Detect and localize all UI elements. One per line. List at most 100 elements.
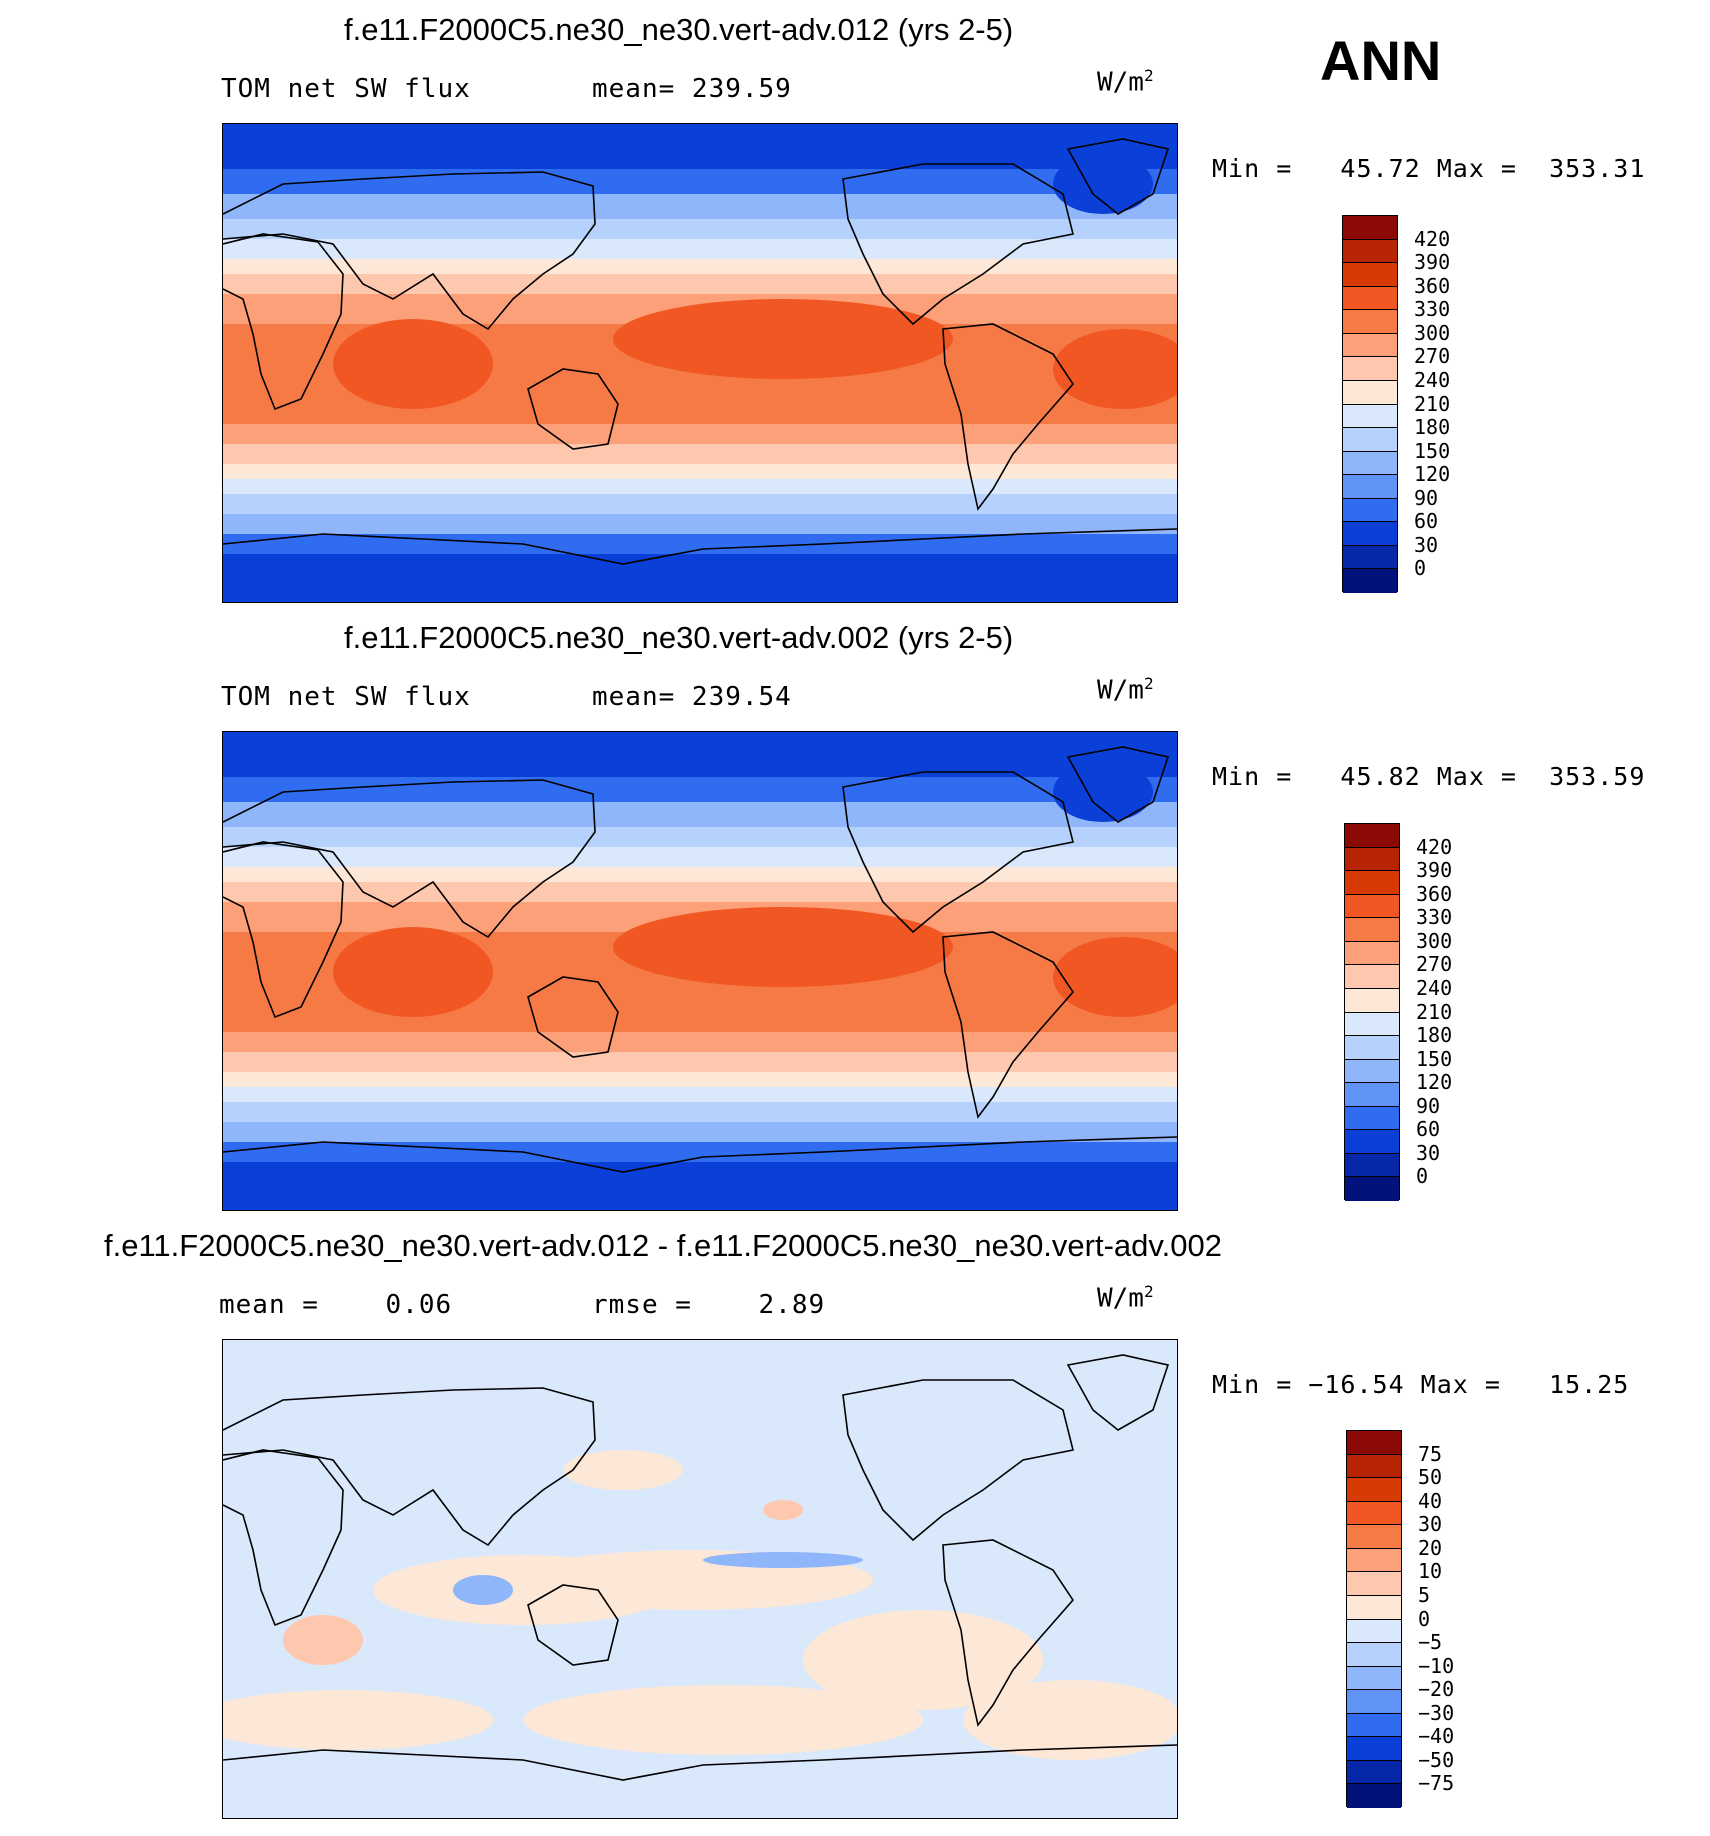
panel-1-units: W/m2 [1097, 66, 1154, 98]
colorbar-tick-label: 10 [1418, 1559, 1443, 1584]
colorbar-swatch [1343, 216, 1397, 240]
coastline [223, 841, 344, 1019]
colorbar-tick-label: −20 [1418, 1677, 1455, 1702]
colorbar-tick-label: 180 [1416, 1023, 1453, 1048]
colorbar-swatch [1343, 310, 1397, 334]
colorbar-swatch [1347, 1548, 1401, 1573]
colorbar-tick-label: 240 [1416, 975, 1453, 1000]
diff-patch [703, 1552, 863, 1568]
colorbar-swatch [1345, 918, 1399, 942]
colorbar-swatch [1347, 1525, 1401, 1549]
panel-3-units: W/m2 [1097, 1282, 1154, 1314]
coastline [1066, 746, 1170, 823]
colorbar-tick-label: 390 [1416, 858, 1453, 883]
flux-band [223, 219, 1177, 239]
colorbar-tick-label: 240 [1414, 367, 1451, 392]
colorbar-tick-label: 120 [1416, 1070, 1453, 1095]
colorbar-swatch [1345, 1130, 1399, 1154]
colorbar-swatch [1347, 1737, 1401, 1761]
colorbar-swatch [1345, 847, 1399, 872]
colorbar-tick-label: −5 [1418, 1630, 1443, 1655]
colorbar-tick-label: −40 [1418, 1724, 1455, 1749]
panel-2-title: f.e11.F2000C5.ne30_ne30.vert-adv.002 (yr… [344, 620, 1014, 655]
colorbar-tick-label: −30 [1418, 1700, 1455, 1725]
flux-band [223, 1102, 1177, 1122]
diff-patch [223, 1690, 493, 1750]
flux-band [223, 534, 1177, 554]
flux-band [223, 444, 1177, 464]
coastline [223, 528, 1177, 565]
colorbar-tick-label: 300 [1414, 320, 1451, 345]
colorbar-tick-label: 420 [1416, 834, 1453, 859]
diff-patch [523, 1685, 923, 1755]
colorbar-tick-label: 150 [1414, 438, 1451, 463]
colorbar-swatch [1345, 1036, 1399, 1060]
panel-2-map [222, 731, 1178, 1211]
panel-1-minmax: Min = 45.72 Max = 353.31 [1212, 154, 1646, 183]
colorbar-swatch [1343, 545, 1397, 570]
colorbar-swatch [1345, 988, 1399, 1013]
colorbar-tick-label: 0 [1418, 1606, 1431, 1631]
colorbar-swatch [1343, 333, 1397, 358]
flux-max-region [613, 299, 953, 379]
colorbar-tick-label: 50 [1418, 1465, 1443, 1490]
colorbar-tick-label: 390 [1414, 250, 1451, 275]
coastline [1066, 138, 1170, 215]
units-exponent: 2 [1143, 674, 1154, 693]
flux-max-region [333, 319, 493, 409]
diff-patch [763, 1500, 803, 1520]
colorbar-tick-label: 5 [1418, 1582, 1431, 1607]
colorbar-tick-label: 0 [1414, 556, 1427, 581]
panel-3-title: f.e11.F2000C5.ne30_ne30.vert-adv.012 - f… [104, 1228, 1222, 1263]
panel-3-mean-label: mean = 0.06 [219, 1290, 453, 1320]
flux-max-region [333, 927, 493, 1017]
colorbar-tick-label: 30 [1414, 532, 1439, 557]
colorbar-tick-label: −50 [1418, 1747, 1455, 1772]
units-text: W/m [1097, 675, 1144, 706]
flux-band [223, 802, 1177, 827]
flux-min-region [1053, 154, 1153, 214]
colorbar-swatch [1345, 1153, 1399, 1178]
flux-band [223, 424, 1177, 444]
colorbar-swatch [1343, 239, 1397, 264]
flux-band [223, 194, 1177, 219]
coastline [223, 1744, 1177, 1781]
panel-3-rmse-label: rmse = 2.89 [592, 1290, 826, 1320]
diff-patch [563, 1450, 683, 1490]
coastline [1066, 1354, 1170, 1431]
panel-1-variable-label: TOM net SW flux [221, 74, 471, 104]
colorbar-tick-label: 20 [1418, 1535, 1443, 1560]
colorbar-swatch [1347, 1713, 1401, 1738]
flux-band [223, 124, 1177, 169]
panel-2-variable-label: TOM net SW flux [221, 682, 471, 712]
colorbar-tick-label: 330 [1414, 297, 1451, 322]
flux-band [223, 827, 1177, 847]
colorbar-swatch [1347, 1454, 1401, 1479]
flux-band [223, 732, 1177, 777]
coastline [842, 1379, 1074, 1542]
flux-band [223, 1142, 1177, 1162]
colorbar-tick-label: 150 [1416, 1046, 1453, 1071]
diff-patch [283, 1615, 363, 1665]
units-text: W/m [1097, 1283, 1144, 1314]
flux-min-region [1053, 762, 1153, 822]
colorbar-swatch [1347, 1595, 1401, 1620]
coastline [223, 1387, 596, 1547]
coastline [223, 171, 596, 331]
coastline [223, 1136, 1177, 1173]
colorbar-swatch [1343, 569, 1397, 593]
colorbar-tick-label: −10 [1418, 1653, 1455, 1678]
colorbar-swatch [1347, 1478, 1401, 1502]
colorbar-tick-label: 270 [1414, 344, 1451, 369]
colorbar-tick-label: 0 [1416, 1164, 1429, 1189]
colorbar-tick-label: 120 [1414, 462, 1451, 487]
panel-1-map [222, 123, 1178, 603]
colorbar-tick-label: 210 [1416, 999, 1453, 1024]
panel-3-minmax: Min = −16.54 Max = 15.25 [1212, 1370, 1630, 1399]
coastline [942, 1539, 1075, 1727]
coastline [527, 368, 619, 450]
colorbar-swatch [1345, 1083, 1399, 1107]
diff-patch [803, 1610, 1043, 1710]
colorbar-swatch [1343, 522, 1397, 546]
colorbar-tick-label: 75 [1418, 1441, 1443, 1466]
